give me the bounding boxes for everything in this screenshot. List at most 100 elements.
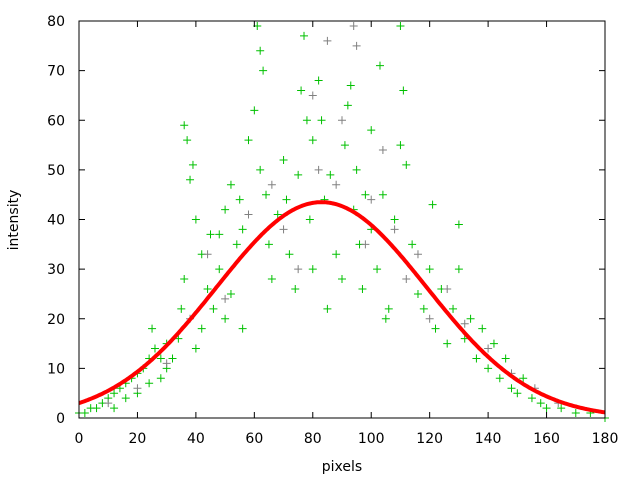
data-point (501, 354, 510, 363)
data-point (308, 136, 317, 145)
data-point (454, 265, 463, 274)
x-tick-label: 0 (75, 431, 84, 447)
data-point (378, 190, 387, 199)
data-point (460, 319, 469, 328)
data-point (244, 136, 253, 145)
data-point (349, 21, 358, 30)
data-point (542, 404, 551, 413)
data-point (256, 46, 265, 55)
data-point (221, 294, 230, 303)
data-point (358, 284, 367, 293)
data-point (264, 240, 273, 249)
data-point (273, 210, 282, 219)
data-point (314, 165, 323, 174)
data-point (352, 41, 361, 50)
data-point (332, 250, 341, 259)
data-point (148, 324, 157, 333)
data-point (478, 324, 487, 333)
data-point (332, 180, 341, 189)
data-point (121, 394, 130, 403)
data-point (238, 225, 247, 234)
data-point (402, 160, 411, 169)
data-point (197, 324, 206, 333)
data-point (203, 284, 212, 293)
y-tick-label: 70 (47, 64, 65, 80)
data-point (466, 314, 475, 323)
data-point (378, 146, 387, 155)
y-tick-label: 0 (56, 411, 65, 427)
data-point (396, 141, 405, 150)
data-point (425, 265, 434, 274)
data-point (300, 31, 309, 40)
data-point (183, 136, 192, 145)
data-point (232, 240, 241, 249)
data-point (361, 190, 370, 199)
data-point (402, 275, 411, 284)
data-point (443, 284, 452, 293)
data-point (557, 404, 566, 413)
y-tick-label: 20 (47, 312, 65, 328)
data-point (484, 364, 493, 373)
x-tick-label: 20 (129, 431, 147, 447)
fit-curve (78, 200, 606, 415)
data-point (186, 175, 195, 184)
data-point (180, 275, 189, 284)
data-point (431, 324, 440, 333)
data-point (156, 354, 165, 363)
data-point (428, 200, 437, 209)
data-point (291, 284, 300, 293)
data-point (235, 195, 244, 204)
data-point (226, 180, 235, 189)
data-point (390, 225, 399, 234)
data-point (396, 21, 405, 30)
data-point (536, 399, 545, 408)
data-point (367, 126, 376, 135)
data-point (513, 389, 522, 398)
data-point (449, 304, 458, 313)
x-axis-label: pixels (322, 459, 362, 475)
data-point (145, 379, 154, 388)
data-point (361, 240, 370, 249)
data-point (323, 36, 332, 45)
data-point (308, 265, 317, 274)
data-point (413, 250, 422, 259)
data-point (408, 240, 417, 249)
data-point (489, 339, 498, 348)
data-point (346, 81, 355, 90)
data-point (527, 394, 536, 403)
data-point (110, 389, 119, 398)
data-point (285, 250, 294, 259)
data-point (302, 116, 311, 125)
data-point (297, 86, 306, 95)
data-point (375, 61, 384, 70)
data-point (338, 275, 346, 284)
y-tick-label: 40 (47, 213, 65, 229)
data-point (256, 165, 265, 174)
data-point (384, 304, 393, 313)
data-point (244, 210, 253, 219)
data-point (381, 314, 390, 323)
data-point (279, 225, 288, 234)
axis-ticks: 0 20 40 60 80 100 120 140 160 180 0 10 20 30 40 50 60 70 8… (47, 14, 618, 447)
data-point (188, 160, 197, 169)
data-point (519, 374, 528, 383)
data-point (203, 250, 212, 259)
y-tick-label: 30 (47, 262, 65, 278)
x-tick-label: 120 (416, 431, 443, 447)
data-point (305, 215, 314, 224)
x-tick-label: 40 (187, 431, 205, 447)
data-point (399, 86, 408, 95)
data-point (226, 289, 235, 298)
data-point (162, 359, 171, 368)
data-point (425, 314, 434, 323)
data-point (413, 289, 422, 298)
data-point (238, 324, 247, 333)
x-tick-label: 60 (245, 431, 263, 447)
data-point (259, 66, 268, 75)
data-point (484, 344, 493, 353)
data-point (209, 304, 218, 313)
data-point (338, 116, 346, 125)
data-point (495, 374, 504, 383)
data-point (317, 116, 326, 125)
